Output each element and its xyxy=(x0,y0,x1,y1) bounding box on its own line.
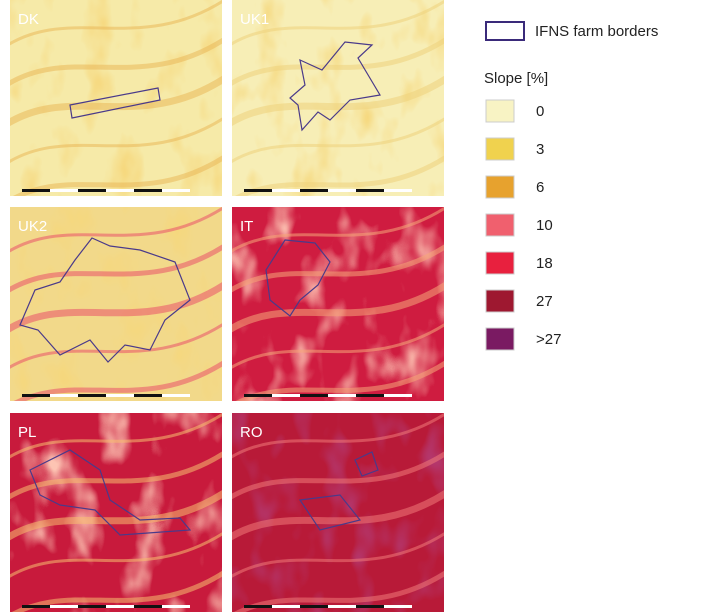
legend-swatch xyxy=(486,252,514,274)
scale-bar xyxy=(78,189,106,192)
scale-bar xyxy=(244,605,272,608)
scale-bar xyxy=(244,189,272,192)
legend-swatch xyxy=(486,176,514,198)
panel-label: PL xyxy=(18,424,36,441)
map-panel: UK1 xyxy=(222,0,454,207)
scale-bar xyxy=(134,189,162,192)
scale-bar xyxy=(106,394,134,397)
legend: IFNS farm borders Slope [%] 0 3 6 10 18 27 >27 xyxy=(484,22,658,350)
scale-bar xyxy=(162,394,190,397)
scale-bar xyxy=(328,394,356,397)
scale-bar xyxy=(22,394,50,397)
legend-class-label: 18 xyxy=(536,255,553,272)
legend-class-label: 10 xyxy=(536,217,553,234)
scale-bar xyxy=(356,605,384,608)
scale-bar xyxy=(78,394,106,397)
legend-class-label: 3 xyxy=(536,141,544,158)
scale-bar xyxy=(384,394,412,397)
legend-class-label: 6 xyxy=(536,179,544,196)
scale-bar xyxy=(162,605,190,608)
scale-bar xyxy=(272,605,300,608)
map xyxy=(0,0,232,207)
legend-swatch xyxy=(486,290,514,312)
scale-bar xyxy=(272,394,300,397)
scale-bar xyxy=(106,605,134,608)
panel-label: RO xyxy=(240,424,263,441)
panel-label: IT xyxy=(240,218,253,235)
panel-label: UK2 xyxy=(18,218,47,235)
scale-bar xyxy=(328,605,356,608)
scale-bar xyxy=(50,394,78,397)
map-panel: IT xyxy=(222,202,454,412)
scale-bar xyxy=(300,189,328,192)
legend-class-label: >27 xyxy=(536,331,561,348)
legend-swatch xyxy=(486,100,514,122)
legend-swatch xyxy=(486,328,514,350)
scale-bar xyxy=(134,605,162,608)
scale-bar xyxy=(50,605,78,608)
scale-bar xyxy=(384,189,412,192)
scale-bar xyxy=(272,189,300,192)
scale-bar xyxy=(106,189,134,192)
scale-bar xyxy=(22,605,50,608)
scale-bar xyxy=(356,189,384,192)
farm-border-swatch xyxy=(486,22,524,40)
scale-bar xyxy=(384,605,412,608)
scale-bar xyxy=(22,189,50,192)
legend-swatch xyxy=(486,214,514,236)
scale-bar xyxy=(162,189,190,192)
legend-title: Slope [%] xyxy=(484,70,548,87)
map xyxy=(222,202,454,412)
scale-bar xyxy=(244,394,272,397)
map-panel: RO xyxy=(222,408,454,612)
scale-bar xyxy=(134,394,162,397)
map-panel: DK xyxy=(0,0,232,207)
scale-bar xyxy=(300,394,328,397)
scale-bar xyxy=(356,394,384,397)
legend-class-label: 27 xyxy=(536,293,553,310)
scale-bar xyxy=(300,605,328,608)
map-panel: UK2 xyxy=(0,202,232,412)
legend-class-label: 0 xyxy=(536,103,544,120)
figure: IFNS farm borders Slope [%] 0 3 6 10 18 27 >27… xyxy=(0,0,707,612)
panel-label: UK1 xyxy=(240,11,269,28)
map-panel: PL xyxy=(0,408,232,612)
scale-bar xyxy=(50,189,78,192)
scale-bar xyxy=(328,189,356,192)
scale-bar xyxy=(78,605,106,608)
map xyxy=(222,0,454,207)
panel-label: DK xyxy=(18,11,39,28)
legend-swatch xyxy=(486,138,514,160)
legend-label: IFNS farm borders xyxy=(535,23,658,40)
